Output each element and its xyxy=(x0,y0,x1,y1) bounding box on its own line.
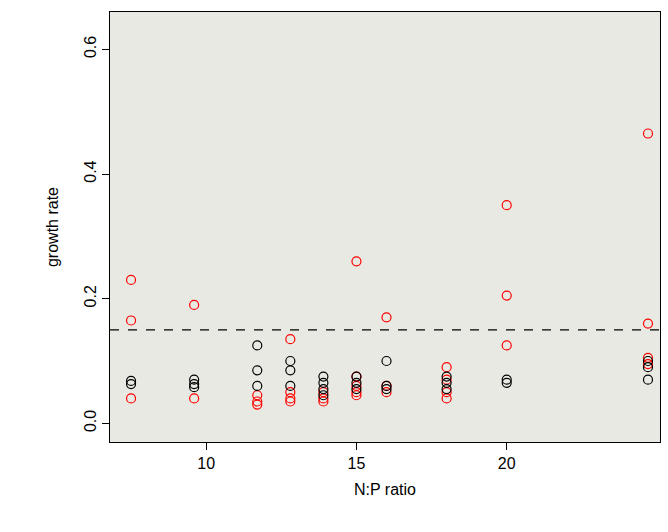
svg-text:0.6: 0.6 xyxy=(82,36,99,58)
svg-text:0.4: 0.4 xyxy=(82,160,99,182)
svg-text:20: 20 xyxy=(498,455,516,472)
svg-text:15: 15 xyxy=(348,455,366,472)
svg-text:growth rate: growth rate xyxy=(44,187,61,267)
svg-text:10: 10 xyxy=(197,455,215,472)
svg-text:0.2: 0.2 xyxy=(82,285,99,307)
svg-text:N:P ratio: N:P ratio xyxy=(354,481,416,498)
svg-text:0.0: 0.0 xyxy=(82,410,99,432)
